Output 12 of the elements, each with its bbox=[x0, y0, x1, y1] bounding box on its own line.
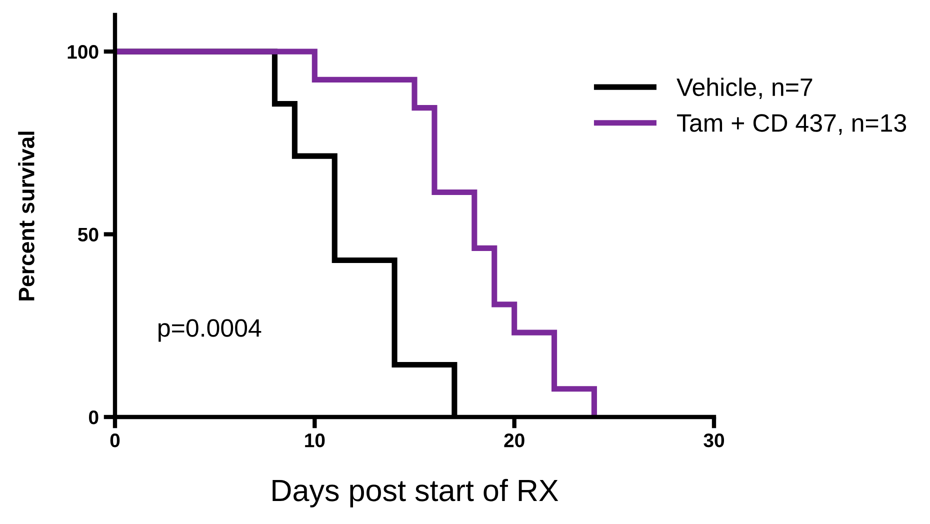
y-tick-label: 0 bbox=[88, 410, 98, 424]
y-tick-label: 50 bbox=[78, 228, 98, 242]
y-tick-label: 100 bbox=[68, 45, 98, 59]
x-axis-title: Days post start of RX bbox=[272, 478, 558, 508]
legend-label: Vehicle, n=7 bbox=[676, 78, 812, 100]
annotation: p=0.0004 bbox=[158, 319, 262, 342]
x-tick-label: 0 bbox=[110, 433, 120, 448]
legend-label: Tam + CD 437, n=13 bbox=[677, 114, 906, 135]
x-tick-label: 20 bbox=[504, 433, 524, 448]
y-axis-title: Percent survival bbox=[18, 132, 34, 300]
x-tick-label: 10 bbox=[305, 433, 325, 448]
x-tick-label: 30 bbox=[704, 433, 724, 448]
